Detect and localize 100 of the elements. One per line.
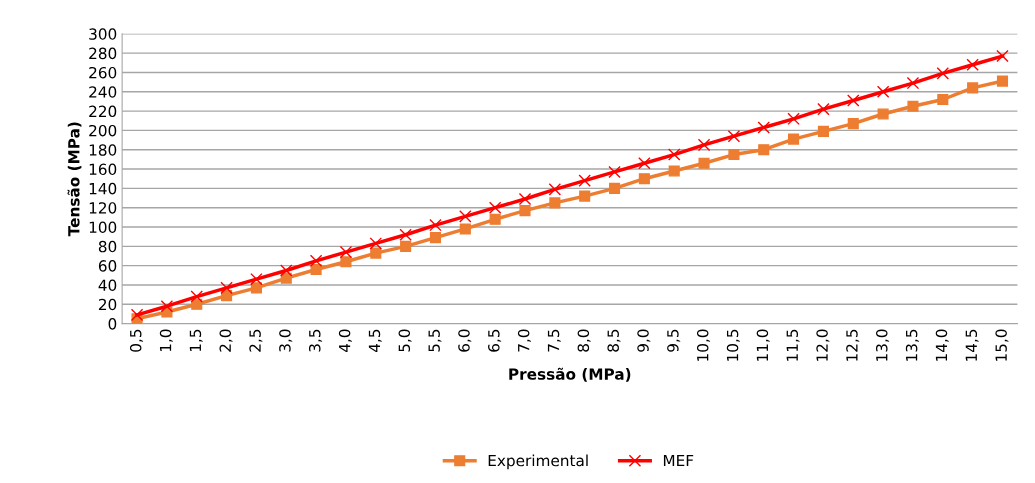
y-tick-label: 140 [89,182,117,195]
point [548,183,562,196]
legend-label: Experimental [488,454,588,470]
point [370,247,382,259]
x-tick-label: 12,0 [816,329,830,361]
point [817,125,829,137]
point [698,157,710,169]
point [369,237,383,250]
point [489,213,501,225]
x-tick-label: 15,0 [995,329,1009,361]
y-tick-label: 60 [98,260,117,272]
y-tick-label: 200 [89,124,117,137]
point [728,149,740,161]
point [400,240,412,252]
point [459,223,471,235]
legend-label: MEF [663,454,694,467]
x-tick-label: 4,0 [338,329,352,353]
x-tick-label: 1,0 [159,329,173,352]
y-axis-title: Tensão (MPa) [67,122,82,237]
point [817,102,830,116]
x-axis-title: Pressão (MPa) [509,367,631,382]
x-tick-label: 7,0 [517,329,531,352]
y-tick-label: 80 [98,240,117,253]
point [936,67,950,80]
point [847,94,860,107]
point [280,264,293,277]
point [250,272,263,286]
x-tick-label: 12,5 [846,329,860,361]
x-tick-label: 4,5 [368,329,382,353]
point [310,263,322,276]
point [697,138,711,152]
point [190,290,203,303]
x-tick-label: 11,0 [756,329,770,361]
x-tick-label: 8,0 [577,329,591,352]
point [638,157,651,170]
point [788,133,800,145]
point [608,165,621,179]
point [309,254,323,268]
point [130,308,144,322]
point [996,75,1009,87]
x-tick-label: 3,5 [308,329,323,352]
x-tick-label: 13,0 [875,329,890,361]
x-tick-label: 6,0 [458,329,472,352]
point [906,76,920,90]
point [429,232,442,244]
point [339,245,353,259]
point [907,100,919,112]
point [608,182,621,194]
point [667,148,681,161]
point [877,108,889,120]
y-tick-label: 260 [89,66,117,79]
x-tick-label: 14,5 [965,329,979,361]
x-tick-label: 0,5 [129,329,144,352]
x-tick-label: 7,5 [547,329,561,352]
y-tick-label: 20 [98,298,117,311]
x-tick-label: 3,0 [279,329,293,352]
x-tick-label: 8,5 [607,329,621,352]
x-tick-label: 2,5 [249,329,263,352]
x-tick-label: 11,5 [786,329,800,361]
y-tick-label: 40 [98,279,117,291]
point [787,112,800,126]
y-tick-label: 160 [89,163,117,176]
point [340,256,352,268]
x-tick-label: 2,0 [219,329,233,352]
point [668,165,680,177]
point [579,190,591,202]
point [518,192,532,206]
y-tick-label: 240 [89,86,117,98]
x-tick-label: 13,5 [905,329,919,361]
x-tick-label: 6,5 [488,329,502,352]
point [549,197,561,209]
x-tick-label: 5,5 [428,329,442,352]
x-tick-label: 9,5 [667,329,681,352]
y-tick-label: 0 [108,318,117,330]
point [250,282,262,294]
point [876,85,890,99]
point [399,228,412,241]
x-tick-label: 5,0 [398,329,412,352]
point [638,173,650,185]
y-tick-label: 300 [89,28,117,40]
y-tick-label: 100 [89,221,117,234]
point [578,174,591,187]
y-tick-label: 220 [89,105,117,118]
x-tick-label: 1,5 [189,329,203,352]
point [488,201,502,214]
point [937,93,949,106]
point [429,218,442,232]
x-tick-label: 10,0 [696,329,711,361]
point [967,82,979,94]
x-tick-label: 9,0 [637,329,651,352]
point [519,205,531,217]
y-tick-label: 120 [89,202,117,214]
point [727,129,741,143]
point [160,299,174,313]
point [757,121,770,134]
y-tick-label: 280 [89,47,117,60]
x-tick-label: 14,0 [935,329,949,361]
x-tick-label: 10,5 [726,329,740,361]
point [459,210,472,223]
point [966,58,979,71]
